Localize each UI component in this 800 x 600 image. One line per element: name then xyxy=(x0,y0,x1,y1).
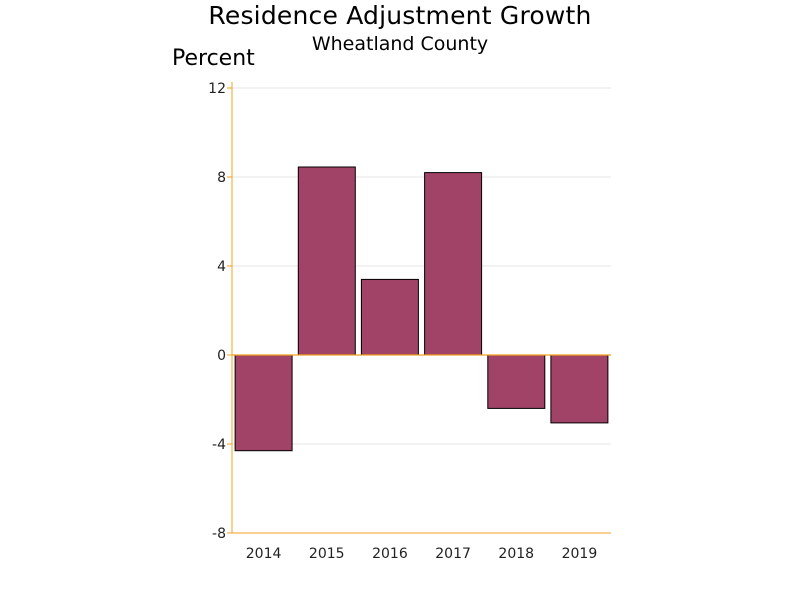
y-tick-label: 4 xyxy=(217,259,226,275)
bar-2016 xyxy=(360,278,419,356)
bar-2018 xyxy=(487,354,546,409)
axes xyxy=(227,82,611,534)
y-tick-label: 8 xyxy=(217,170,226,186)
x-tick-label: 2018 xyxy=(498,546,534,562)
bar-2017 xyxy=(424,172,483,356)
y-tick-label: 0 xyxy=(217,348,226,364)
y-tick-label: -8 xyxy=(212,526,226,542)
tick-labels: 12 8 4 0 -4 -8 2014 2015 2016 2017 2018 2019 xyxy=(208,81,597,562)
x-tick-label: 2017 xyxy=(435,546,471,562)
bar-2015 xyxy=(297,166,356,356)
bar-2019 xyxy=(550,354,609,424)
chart-subtitle: Wheatland County xyxy=(311,33,489,55)
x-tick-label: 2019 xyxy=(562,546,598,562)
gridlines xyxy=(232,87,611,534)
x-tick-label: 2015 xyxy=(309,546,345,562)
x-tick-label: 2014 xyxy=(246,546,282,562)
bar-2014 xyxy=(234,354,293,452)
y-axis-label: Percent xyxy=(172,46,255,71)
bars xyxy=(234,166,609,452)
chart-title: Residence Adjustment Growth xyxy=(208,1,592,30)
x-tick-label: 2016 xyxy=(372,546,408,562)
y-tick-label: 12 xyxy=(208,81,226,97)
y-tick-label: -4 xyxy=(212,437,226,453)
